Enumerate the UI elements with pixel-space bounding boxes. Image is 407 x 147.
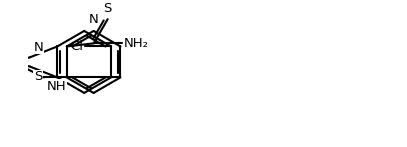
- Text: NH: NH: [46, 80, 66, 93]
- Text: NH₂: NH₂: [124, 37, 149, 50]
- Text: N: N: [34, 41, 44, 54]
- Text: Cl: Cl: [70, 40, 83, 53]
- Text: S: S: [34, 70, 42, 83]
- Text: S: S: [103, 2, 112, 15]
- Text: N: N: [89, 13, 98, 26]
